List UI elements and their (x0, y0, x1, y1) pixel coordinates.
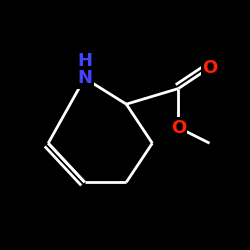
Text: H: H (77, 52, 92, 70)
Text: O: O (202, 59, 217, 77)
Text: O: O (171, 118, 186, 136)
Text: N: N (77, 69, 92, 87)
